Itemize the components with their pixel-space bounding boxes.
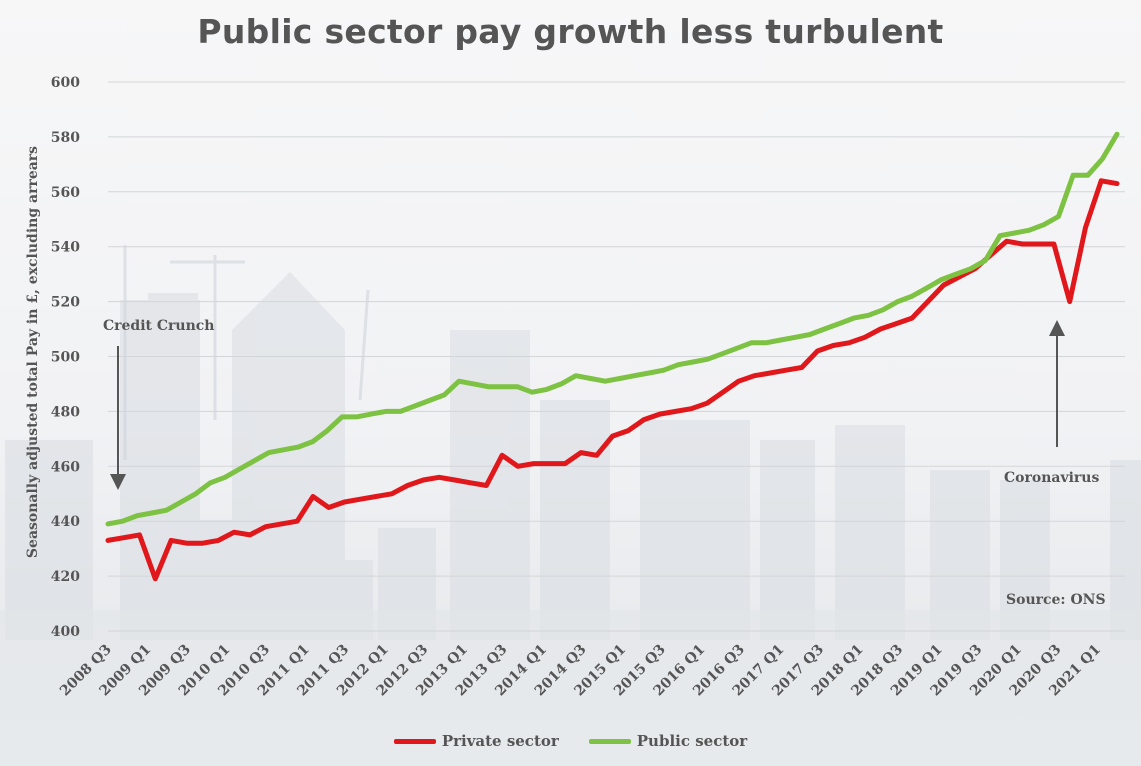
y-tick-label: 500: [51, 350, 80, 366]
annotation-credit-crunch: Credit Crunch: [103, 318, 215, 334]
legend: Private sector Public sector: [0, 732, 1141, 750]
y-tick-label: 460: [51, 459, 80, 475]
y-tick-label: 480: [51, 404, 80, 420]
y-tick-label: 440: [51, 514, 80, 530]
y-axis-ticks: 400 420 440 460 480 500 520 540 560 580 600: [51, 75, 80, 640]
y-tick-label: 520: [51, 295, 80, 311]
y-tick-label: 600: [51, 75, 80, 91]
legend-label-public: Public sector: [636, 732, 748, 750]
annotation-coronavirus: Coronavirus: [1004, 470, 1100, 486]
legend-item-public: Public sector: [588, 732, 748, 750]
series-line-public: [105, 131, 1120, 527]
legend-swatch-public: [588, 738, 631, 744]
legend-swatch-private: [393, 738, 436, 744]
legend-item-private: Private sector: [393, 732, 559, 750]
y-tick-label: 400: [51, 624, 80, 640]
gridlines: [108, 81, 1125, 632]
y-tick-label: 560: [51, 185, 80, 201]
y-tick-label: 420: [51, 569, 80, 585]
legend-label-private: Private sector: [441, 732, 559, 750]
series-line-private: [105, 178, 1120, 582]
y-axis-label: Seasonally adjusted total Pay in £, excl…: [25, 145, 41, 559]
y-tick-label: 540: [51, 240, 80, 256]
annotation-arrows: [110, 320, 1065, 490]
data-series: [105, 131, 1120, 582]
chart-title: Public sector pay growth less turbulent: [197, 12, 944, 51]
source-note: Source: ONS: [1006, 592, 1106, 608]
y-tick-label: 580: [51, 130, 80, 146]
